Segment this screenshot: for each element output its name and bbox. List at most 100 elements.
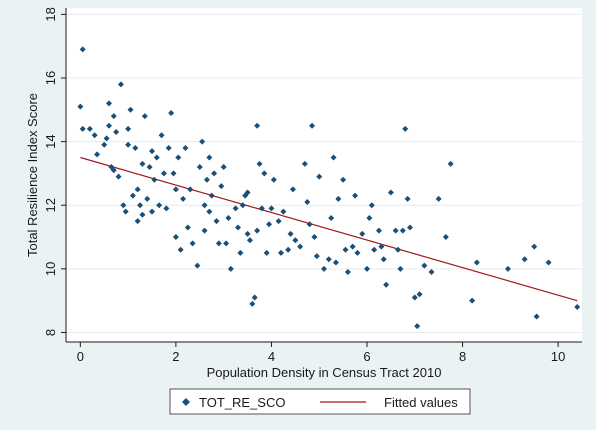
- data-point-87: [275, 218, 282, 225]
- y-tick-label-0: 8: [43, 329, 58, 336]
- data-point-59: [208, 192, 215, 199]
- data-point-34: [153, 154, 160, 161]
- data-point-105: [330, 154, 337, 161]
- data-point-77: [251, 294, 258, 301]
- data-point-103: [325, 256, 332, 263]
- data-point-54: [201, 202, 208, 209]
- data-point-50: [189, 240, 196, 247]
- data-point-128: [402, 125, 409, 132]
- data-point-35: [156, 202, 163, 209]
- data-point-76: [249, 300, 256, 307]
- data-point-135: [428, 269, 435, 276]
- data-point-17: [122, 208, 129, 215]
- data-point-144: [533, 313, 540, 320]
- data-point-136: [435, 195, 442, 202]
- data-point-142: [521, 256, 528, 263]
- data-point-32: [149, 208, 155, 215]
- data-point-107: [335, 195, 342, 202]
- data-point-130: [407, 224, 413, 231]
- data-point-39: [165, 144, 172, 151]
- data-point-12: [113, 129, 120, 136]
- data-point-1: [77, 103, 84, 110]
- data-point-57: [206, 154, 213, 161]
- data-point-33: [151, 176, 158, 183]
- data-point-138: [447, 160, 454, 167]
- data-point-20: [127, 106, 134, 113]
- data-point-121: [380, 256, 387, 263]
- axis-ticks: 8 10 12 14 16 18 0 2 4 6 8 10: [43, 7, 565, 364]
- legend-marker-diamond: [182, 398, 190, 406]
- data-point-36: [158, 132, 165, 139]
- data-point-116: [366, 214, 373, 221]
- x-tick-label-2: 4: [268, 349, 275, 364]
- data-point-127: [399, 227, 406, 234]
- y-tick-label-3: 14: [43, 134, 58, 148]
- fitted-line-layer: [80, 156, 578, 302]
- data-point-90: [285, 246, 292, 253]
- x-axis-title: Population Density in Census Tract 2010: [207, 365, 442, 380]
- data-point-51: [194, 262, 201, 269]
- data-point-21: [129, 192, 136, 199]
- data-point-7: [103, 135, 110, 142]
- data-point-75: [246, 237, 253, 244]
- data-point-118: [371, 246, 378, 253]
- y-tick-label-4: 16: [43, 71, 58, 85]
- legend-label-fitted: Fitted values: [384, 395, 458, 410]
- data-point-146: [574, 304, 581, 311]
- data-point-82: [261, 170, 268, 177]
- data-point-56: [203, 176, 210, 183]
- data-point-145: [545, 259, 552, 266]
- data-point-5: [94, 151, 101, 158]
- data-point-46: [180, 195, 187, 202]
- data-point-93: [292, 237, 299, 244]
- data-point-113: [354, 249, 361, 256]
- data-point-25: [137, 202, 144, 209]
- data-point-16: [120, 202, 127, 209]
- y-tick-label-5: 18: [43, 7, 58, 21]
- data-point-123: [387, 189, 394, 196]
- data-point-2: [79, 125, 86, 132]
- data-point-80: [256, 160, 263, 167]
- data-point-133: [416, 291, 423, 298]
- data-point-13: [110, 167, 117, 174]
- data-point-96: [304, 199, 311, 206]
- data-point-139: [469, 297, 476, 304]
- data-points-layer: [77, 46, 581, 330]
- data-point-30: [146, 164, 153, 171]
- data-point-101: [316, 173, 323, 180]
- fitted-values-line: [80, 156, 578, 302]
- data-point-120: [378, 243, 385, 250]
- data-point-106: [332, 259, 339, 266]
- data-point-68: [232, 205, 239, 212]
- data-point-26: [139, 211, 146, 218]
- data-point-104: [328, 214, 335, 221]
- data-point-124: [392, 227, 399, 234]
- data-point-100: [313, 253, 320, 260]
- data-point-42: [172, 234, 179, 241]
- data-point-92: [289, 186, 296, 193]
- data-point-137: [442, 234, 449, 241]
- data-point-67: [227, 265, 234, 272]
- data-point-6: [101, 141, 108, 148]
- data-point-119: [375, 227, 382, 234]
- data-point-0: [79, 46, 86, 53]
- y-tick-label-1: 10: [43, 262, 58, 276]
- data-point-58: [206, 208, 213, 215]
- data-point-70: [237, 249, 244, 256]
- data-point-48: [184, 224, 191, 231]
- legend-label-scatter: TOT_RE_SCO: [199, 395, 285, 410]
- data-point-131: [411, 294, 418, 301]
- data-point-122: [383, 281, 390, 288]
- data-point-41: [170, 170, 177, 177]
- data-point-63: [218, 183, 225, 190]
- data-point-88: [278, 249, 284, 256]
- data-point-71: [239, 202, 246, 209]
- data-point-134: [421, 262, 428, 269]
- data-point-91: [287, 230, 294, 237]
- data-point-62: [215, 240, 222, 247]
- data-point-69: [235, 224, 241, 231]
- x-tick-label-0: 0: [77, 349, 84, 364]
- data-point-110: [344, 269, 351, 276]
- data-point-89: [280, 208, 287, 215]
- data-point-4: [91, 132, 98, 139]
